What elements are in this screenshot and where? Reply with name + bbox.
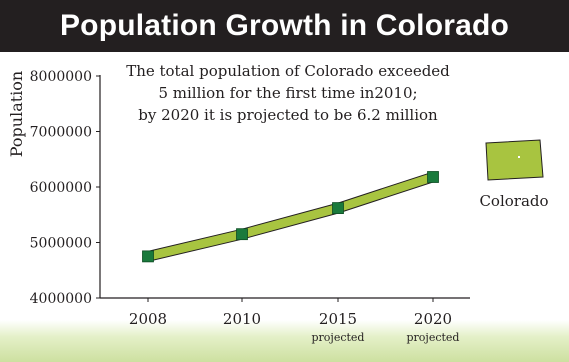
x-tick-label: 2010 bbox=[223, 310, 261, 328]
bottom-gradient-band bbox=[0, 320, 569, 362]
y-ticks: 8000000 7000000 6000000 5000000 4000000 bbox=[30, 69, 100, 307]
legend: Colorado bbox=[479, 139, 549, 210]
x-tick-label: 2008 bbox=[129, 310, 167, 328]
y-tick-label: 6000000 bbox=[30, 180, 92, 196]
x-tick-sublabel: projected bbox=[407, 331, 460, 344]
legend-label-colorado: Colorado bbox=[479, 192, 548, 210]
series-colorado bbox=[142, 171, 439, 263]
x-tick-label: 2015 bbox=[319, 310, 357, 328]
y-tick-label: 8000000 bbox=[30, 69, 92, 85]
legend-swatch-dot bbox=[518, 156, 520, 158]
x-ticks: 2008 2010 2015 projected 2020 projected bbox=[129, 298, 460, 344]
x-tick-label: 2020 bbox=[414, 310, 452, 328]
annotation-line: The total population of Colorado exceede… bbox=[126, 62, 450, 80]
annotation-line: 5 million for the first time in2010; bbox=[158, 84, 417, 102]
y-tick-label: 5000000 bbox=[30, 236, 92, 252]
data-point-2015 bbox=[332, 202, 344, 214]
data-point-2010 bbox=[236, 228, 248, 241]
data-point-2008 bbox=[142, 250, 154, 263]
y-tick-label: 4000000 bbox=[30, 291, 92, 307]
y-tick-label: 7000000 bbox=[30, 125, 92, 141]
series-line-colorado bbox=[147, 171, 434, 263]
annotation-line: by 2020 it is projected to be 6.2 millio… bbox=[138, 106, 438, 124]
x-tick-sublabel: projected bbox=[312, 331, 365, 344]
data-point-2020 bbox=[427, 171, 439, 183]
chart-title: Population Growth in Colorado bbox=[0, 0, 569, 52]
y-axis-label: Population bbox=[7, 71, 26, 157]
legend-swatch-colorado-state-icon bbox=[485, 139, 544, 181]
